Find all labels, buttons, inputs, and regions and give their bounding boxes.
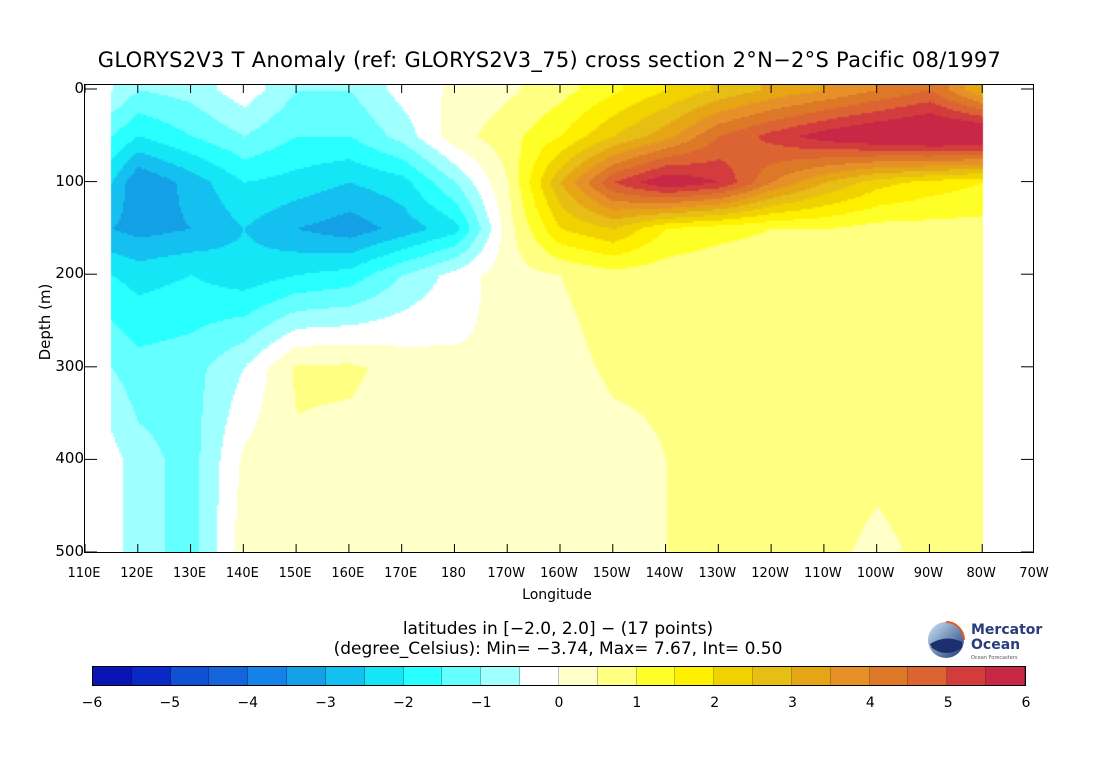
x-tick-label: 160W [540,566,578,581]
x-tick-label: 110W [804,566,842,581]
colorbar-swatch [442,667,482,685]
chart-title: GLORYS2V3 T Anomaly (ref: GLORYS2V3_75) … [97,48,1002,72]
y-axis-label: Depth (m) [36,283,54,361]
colorbar-swatch [325,667,365,685]
colorbar-swatch [93,667,132,685]
plot-area [84,84,1034,553]
colorbar-swatch [403,667,443,685]
colorbar-swatch [287,667,326,685]
colorbar-swatch [675,667,715,685]
colorbar-swatch [908,667,948,685]
colorbar-swatch [636,667,676,685]
colorbar-swatch [364,667,404,685]
colorbar-swatch [791,667,831,685]
x-tick-label: 160E [331,566,365,581]
svg-text:Ocean: Ocean [971,637,1020,653]
x-tick-label: 90W [913,566,944,581]
y-tick-label: 400 [55,449,84,468]
colorbar-swatch [753,667,792,685]
colorbar-swatch [947,667,987,685]
colorbar-tick-label: 0 [554,695,564,711]
x-tick-label: 120E [120,566,154,581]
colorbar-tick-label: −1 [470,695,492,711]
colorbar-tick-label: −4 [237,695,258,711]
x-tick-label: 150W [592,566,631,581]
colorbar-tick-label: 4 [865,695,875,711]
colorbar [92,666,1026,686]
colorbar-tick-label: −5 [159,695,181,711]
colorbar-tick-label: −2 [393,695,414,711]
x-tick-label: 130E [173,566,207,581]
x-tick-label: 100W [856,566,895,581]
colorbar-swatch [131,667,171,685]
y-tick-label: 500 [55,542,84,560]
colorbar-swatch [986,667,1025,685]
x-tick-label: 140W [645,566,684,581]
colorbar-swatch [248,667,288,685]
y-tick-label: 200 [55,264,84,283]
axis-ticks [85,85,1033,552]
x-tick-label: 150E [278,566,312,581]
svg-text:Mercator: Mercator [971,622,1042,638]
colorbar-swatch [830,667,870,685]
colorbar-tick-label: 1 [632,695,642,711]
colorbar-tick-label: −3 [315,695,336,711]
x-tick-label: 80W [966,566,996,581]
colorbar-tick-label: 3 [788,695,797,711]
note-stats: (degree_Celsius): Min= −3.74, Max= 7.67,… [333,639,783,659]
colorbar-swatch [209,667,249,685]
y-tick-label: 100 [55,171,84,190]
x-axis-label: Longitude [522,587,592,603]
note-latitudes: latitudes in [−2.0, 2.0] − (17 points) [402,619,714,639]
colorbar-swatch [869,667,909,685]
x-tick-label: 180 [441,566,466,581]
x-tick-label: 170W [487,566,526,581]
colorbar-tick-label: 5 [943,695,953,711]
colorbar-tick-label: −6 [81,695,103,711]
x-tick-label: 70W [1019,566,1049,581]
mercator-ocean-logo: Mercator Ocean Ocean Forecasters [926,618,1046,662]
x-tick-label: 140E [225,566,259,581]
colorbar-swatch [481,667,521,685]
colorbar-tick-label: 2 [710,695,720,711]
svg-text:Ocean Forecasters: Ocean Forecasters [971,655,1018,661]
colorbar-swatch [558,667,598,685]
colorbar-swatch [714,667,754,685]
y-tick-label: 300 [55,356,84,375]
x-tick-label: 120W [751,566,789,581]
colorbar-swatch [170,667,210,685]
colorbar-tick-label: 6 [1021,695,1031,711]
temperature-anomaly-heatmap [85,85,988,552]
x-tick-label: 110E [67,566,101,581]
x-tick-label: 130W [698,566,737,581]
colorbar-swatch [520,667,559,685]
colorbar-swatch [597,667,637,685]
y-tick-label: 0 [74,79,84,97]
x-tick-label: 170E [384,566,418,581]
